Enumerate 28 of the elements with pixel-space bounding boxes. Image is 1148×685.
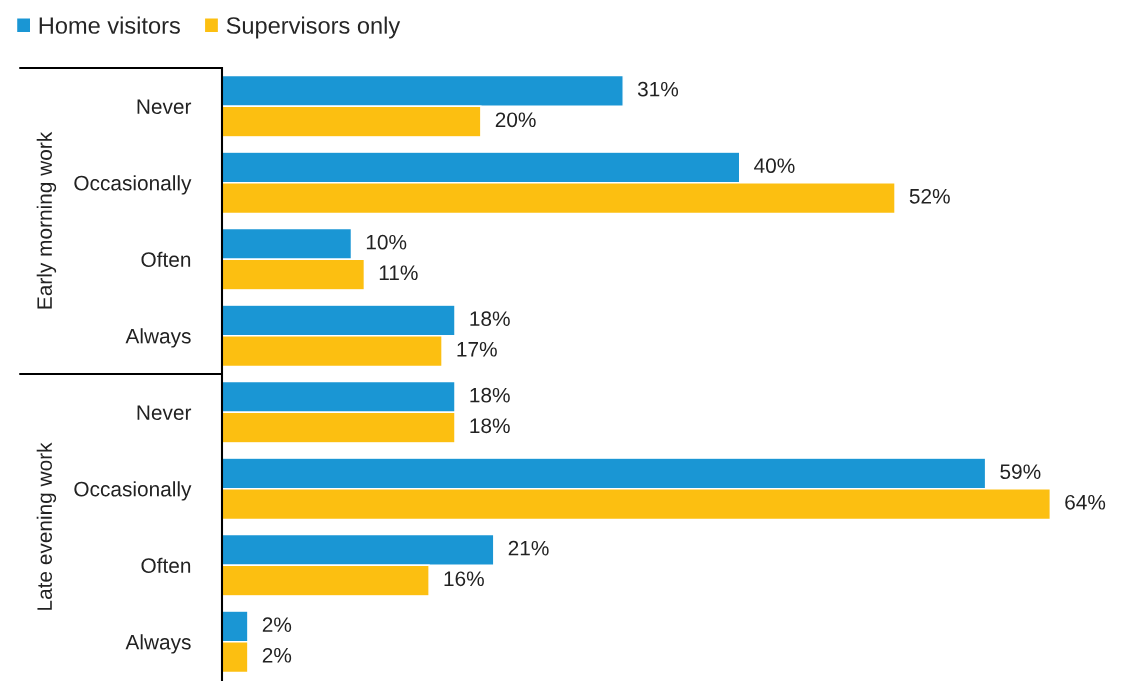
data-label: 40% (754, 158, 795, 174)
y-tick-label: Never (137, 405, 192, 420)
y-tick-label: Always (125, 328, 191, 348)
y-tick-label: Often (141, 557, 191, 573)
data-label: 31% (637, 81, 679, 97)
data-label: 18% (470, 418, 510, 434)
data-label: 52% (909, 188, 950, 204)
y-tick-label: Often (141, 251, 191, 267)
legend-label: Supervisors only (226, 16, 401, 39)
y-tick-label: Occasionally (74, 481, 192, 501)
y-tick-label: Always (125, 634, 191, 654)
data-label: 64% (1065, 494, 1106, 510)
data-label: 2% (262, 617, 292, 632)
data-label: 18% (470, 311, 510, 327)
text: Early morning work (36, 131, 57, 309)
data-label: 18% (470, 387, 510, 403)
data-label: 17% (457, 341, 497, 357)
y-tick-label: Occasionally (74, 175, 192, 195)
data-label: 2% (262, 647, 292, 663)
data-label: 21% (508, 540, 549, 556)
data-label: 10% (366, 234, 407, 250)
y-tick-label: Never (137, 99, 192, 114)
legend-label: Home visitors (39, 16, 180, 34)
data-label: 59% (1000, 464, 1041, 480)
data-label: 11% (379, 265, 418, 281)
text: Late evening work (36, 442, 57, 610)
data-label: 20% (495, 112, 536, 128)
data-label: 16% (444, 571, 484, 587)
